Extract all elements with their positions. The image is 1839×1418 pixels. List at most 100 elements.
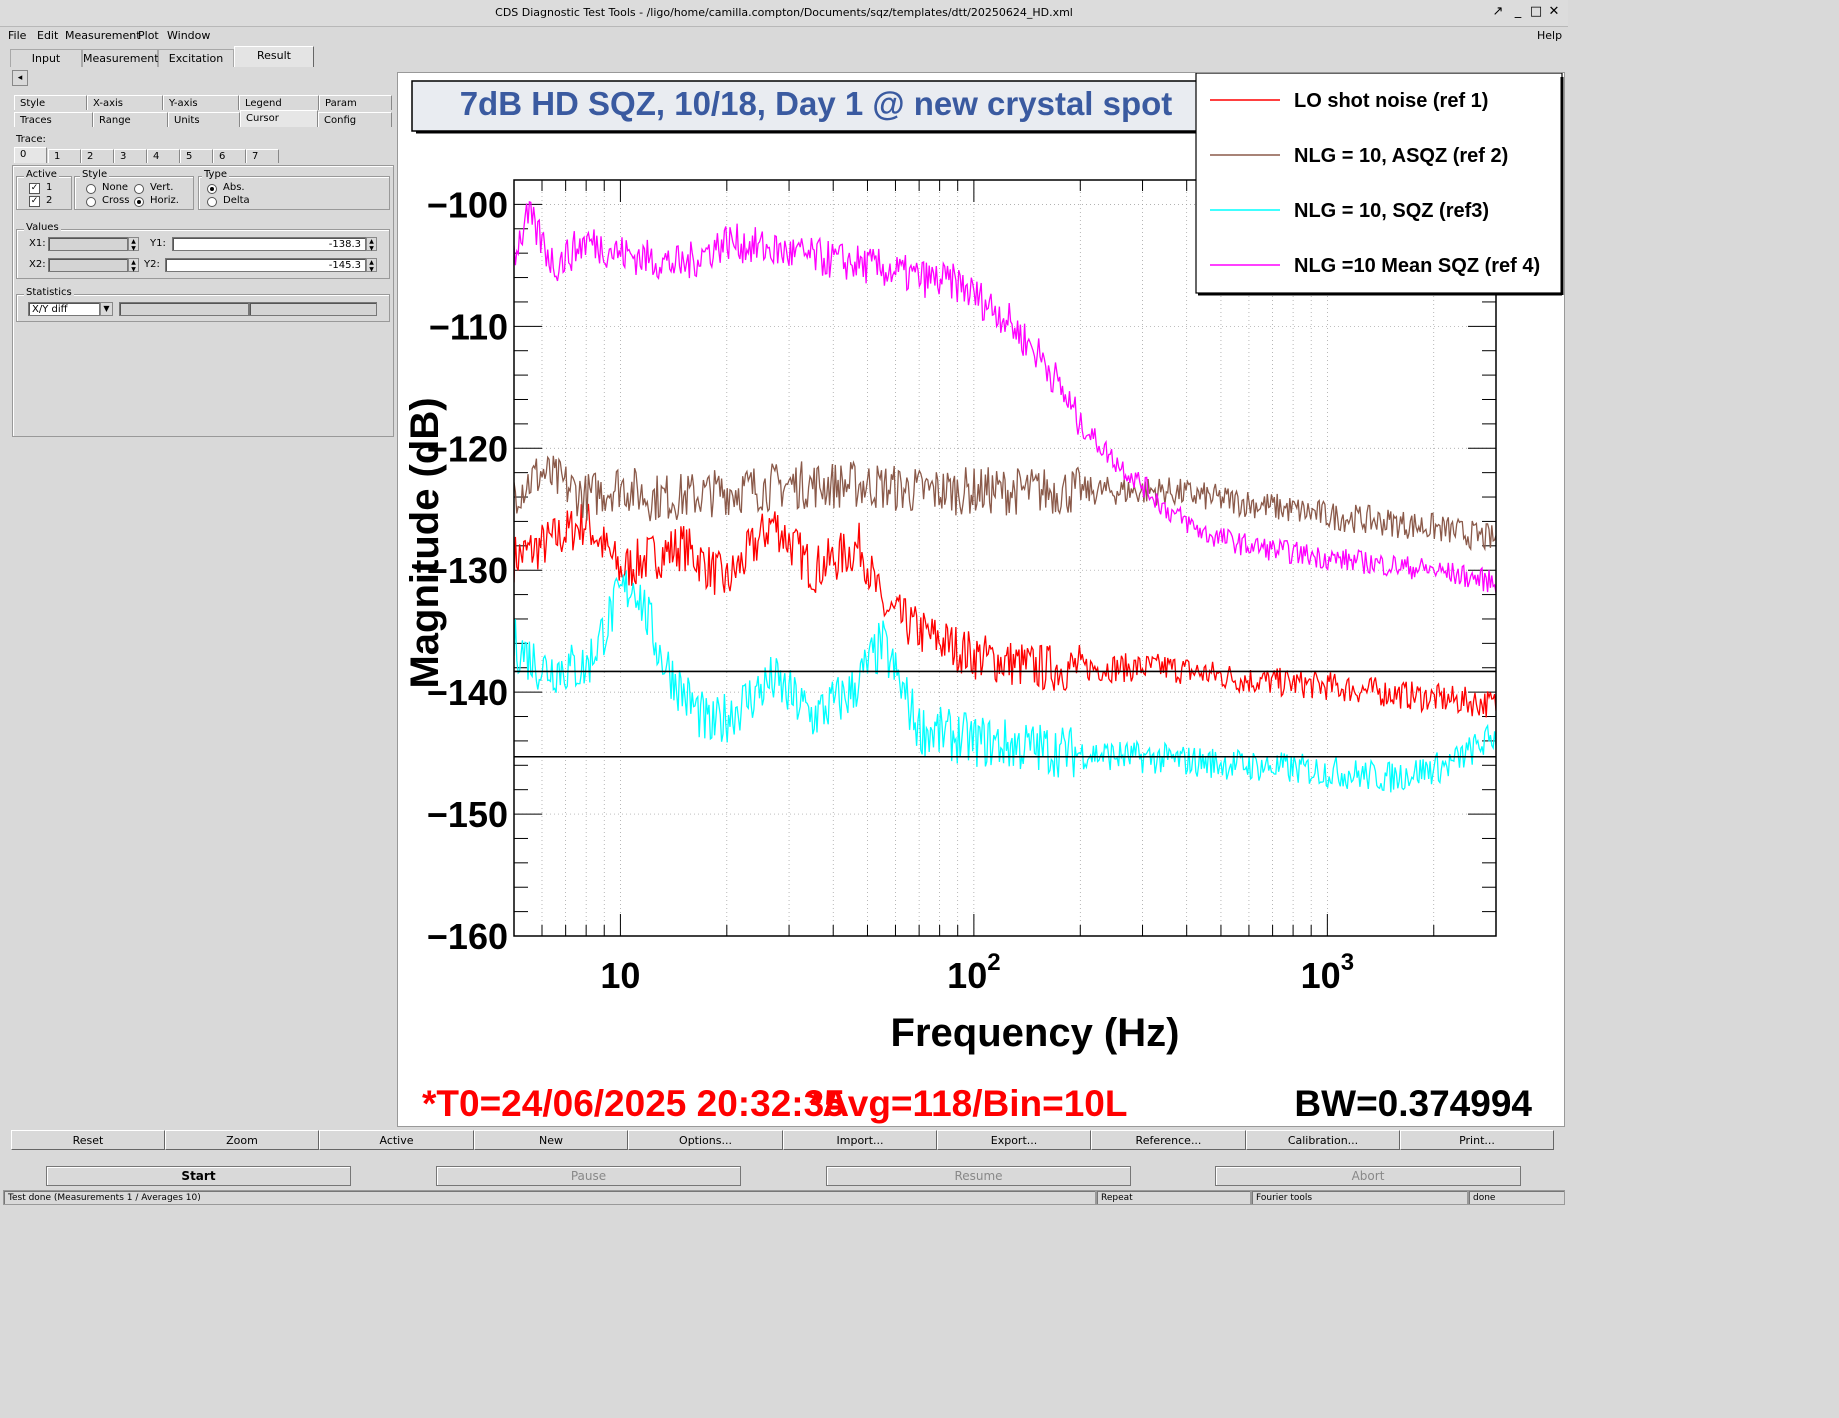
legend-label-1: LO shot noise (ref 1)	[1294, 90, 1488, 112]
style-horiz-label: Horiz.	[150, 195, 179, 206]
y2-field[interactable]: -145.3	[165, 258, 366, 272]
y-tick-labels: −100 −110 −120 −130 −140 −150 −160	[427, 184, 508, 957]
menu-bar: File Edit Measurement Plot Window Help	[0, 27, 1568, 45]
menu-help[interactable]: Help	[1537, 29, 1563, 42]
x-tick-exponent: 2	[987, 949, 1000, 976]
footer-bw: BW=0.374994	[1294, 1083, 1532, 1124]
values-group	[16, 229, 390, 279]
abort-button[interactable]: Abort	[1215, 1166, 1521, 1186]
subtab-config[interactable]: Config	[318, 112, 392, 127]
style-vert-label: Vert.	[150, 182, 174, 193]
start-button[interactable]: Start	[46, 1166, 351, 1186]
tab-result[interactable]: Result	[234, 46, 314, 67]
statistics-field-1	[119, 302, 249, 316]
trace-tab-1[interactable]: 1	[48, 149, 81, 163]
trace-tab-3[interactable]: 3	[114, 149, 147, 163]
trace-tab-2[interactable]: 2	[81, 149, 114, 163]
footer-t0: *T0=24/06/2025 20:32:35	[422, 1083, 845, 1124]
close-icon[interactable]: ✕	[1548, 4, 1560, 19]
trace-tab-4[interactable]: 4	[147, 149, 180, 163]
active-2-checkbox[interactable]: ✓	[29, 196, 40, 207]
window-title: CDS Diagnostic Test Tools - /ligo/home/c…	[495, 6, 1073, 19]
menu-window[interactable]: Window	[167, 29, 211, 42]
y1-field[interactable]: -138.3	[172, 237, 366, 251]
subtab-x-axis[interactable]: X-axis	[87, 95, 163, 110]
minimize-icon[interactable]: _	[1514, 4, 1522, 19]
type-abs-radio[interactable]	[207, 184, 217, 194]
active-1-checkbox[interactable]: ✓	[29, 183, 40, 194]
statistics-group-label: Statistics	[24, 287, 74, 298]
export-button[interactable]: Export...	[937, 1130, 1091, 1150]
type-abs-label: Abs.	[223, 182, 245, 193]
new-button[interactable]: New	[474, 1130, 628, 1150]
x-tick-exponent: 3	[1341, 949, 1354, 976]
x1-spinner[interactable]: ▲ ▼	[128, 237, 139, 252]
style-group	[74, 176, 194, 210]
x-axis-label: Frequency (Hz)	[891, 1011, 1180, 1055]
subtab-traces[interactable]: Traces	[14, 112, 93, 127]
menu-plot[interactable]: Plot	[138, 29, 159, 42]
scroll-left-icon[interactable]: ◂	[12, 70, 28, 86]
status-message: Test done (Measurements 1 / Averages 10)	[3, 1190, 1096, 1205]
menu-file[interactable]: File	[8, 29, 27, 42]
print-button[interactable]: Print...	[1400, 1130, 1554, 1150]
subtab-cursor[interactable]: Cursor	[240, 110, 318, 127]
style-horiz-radio[interactable]	[134, 197, 144, 207]
subtab-y-axis[interactable]: Y-axis	[163, 95, 239, 110]
chevron-down-icon[interactable]: ▼	[100, 302, 113, 316]
pin-icon[interactable]: ↗	[1492, 4, 1504, 19]
tab-excitation[interactable]: Excitation	[158, 49, 234, 67]
status-fourier: Fourier tools	[1251, 1190, 1468, 1205]
subtab-param[interactable]: Param	[319, 95, 392, 110]
plot-svg[interactable]: −100 −110 −120 −130 −140 −150 −160 10 102 103 Fr…	[398, 73, 1564, 1126]
y2-spinner[interactable]: ▲ ▼	[366, 258, 377, 273]
import-button[interactable]: Import...	[783, 1130, 937, 1150]
zoom-button[interactable]: Zoom	[165, 1130, 319, 1150]
trace-tab-6[interactable]: 6	[213, 149, 246, 163]
pause-button[interactable]: Pause	[436, 1166, 741, 1186]
footer-avg: *Avg=118/Bin=10L	[808, 1083, 1127, 1124]
style-cross-radio[interactable]	[86, 197, 96, 207]
plot-title: 7dB HD SQZ, 10/18, Day 1 @ new crystal s…	[460, 85, 1173, 122]
subtab-units[interactable]: Units	[168, 112, 240, 127]
statistics-select[interactable]: X/Y diff	[28, 302, 100, 316]
subtab-range[interactable]: Range	[93, 112, 168, 127]
reference-button[interactable]: Reference...	[1091, 1130, 1246, 1150]
x-tick-labels: 10 102 103	[600, 949, 1354, 996]
x2-field[interactable]	[48, 258, 128, 272]
y-tick-label: −150	[427, 794, 508, 835]
active-button[interactable]: Active	[319, 1130, 474, 1150]
reset-button[interactable]: Reset	[11, 1130, 165, 1150]
menu-measurement[interactable]: Measurement	[65, 29, 141, 42]
y-tick-label: −120	[427, 428, 508, 469]
calibration-button[interactable]: Calibration...	[1246, 1130, 1400, 1150]
trace-line-4	[514, 200, 1496, 593]
maximize-icon[interactable]: □	[1529, 4, 1543, 19]
tab-measurement[interactable]: Measurement	[82, 49, 159, 67]
trace-line-2	[514, 455, 1496, 552]
x-tick-label: 102	[947, 949, 1000, 996]
x2-label: X2:	[29, 259, 46, 270]
plot-frame	[513, 179, 1497, 937]
x-tick-label: 10	[600, 955, 640, 996]
status-repeat: Repeat	[1096, 1190, 1251, 1205]
options-button[interactable]: Options...	[628, 1130, 783, 1150]
style-vert-radio[interactable]	[134, 184, 144, 194]
subtab-legend[interactable]: Legend	[239, 95, 319, 110]
type-group-label: Type	[202, 169, 229, 180]
subtab-style[interactable]: Style	[14, 95, 87, 110]
x1-label: X1:	[29, 238, 46, 249]
x1-field[interactable]	[48, 237, 128, 251]
trace-tab-0[interactable]: 0	[14, 147, 47, 163]
trace-tab-7[interactable]: 7	[246, 149, 279, 163]
plot-canvas[interactable]: −100 −110 −120 −130 −140 −150 −160 10 102 103 Fr…	[397, 72, 1565, 1127]
tab-input[interactable]: Input	[10, 49, 82, 67]
y1-spinner[interactable]: ▲ ▼	[366, 237, 377, 252]
type-delta-label: Delta	[223, 195, 250, 206]
type-delta-radio[interactable]	[207, 197, 217, 207]
trace-tab-5[interactable]: 5	[180, 149, 213, 163]
x2-spinner[interactable]: ▲ ▼	[128, 258, 139, 273]
resume-button[interactable]: Resume	[826, 1166, 1131, 1186]
menu-edit[interactable]: Edit	[37, 29, 59, 42]
style-none-radio[interactable]	[86, 184, 96, 194]
